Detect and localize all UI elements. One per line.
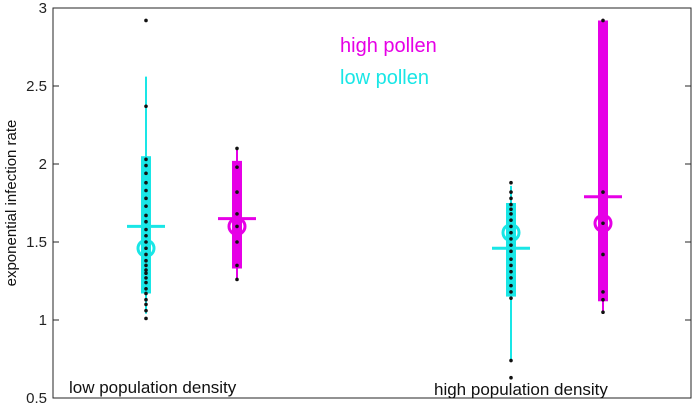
data-point — [509, 243, 513, 247]
data-point — [235, 224, 239, 229]
y-tick-label: 2.5 — [26, 78, 47, 95]
data-point — [235, 165, 239, 169]
y-axis-label: exponential infection rate — [3, 120, 20, 287]
data-point — [509, 190, 513, 194]
data-point — [144, 233, 148, 238]
data-point — [601, 18, 605, 23]
data-point — [509, 358, 513, 363]
data-point — [144, 104, 148, 109]
group-label-low-density: low population density — [69, 378, 237, 397]
data-point — [509, 207, 513, 212]
data-point — [601, 221, 605, 226]
data-point — [144, 196, 148, 201]
y-axis: 0.5 1 1.5 2 2.5 3 — [26, 0, 691, 407]
data-point — [509, 296, 513, 300]
data-point — [509, 237, 513, 241]
data-point — [509, 202, 513, 207]
series-4 — [584, 18, 622, 315]
data-point — [144, 308, 148, 313]
data-point — [144, 258, 148, 263]
data-point — [144, 287, 148, 291]
data-point — [144, 213, 148, 218]
data-point — [509, 196, 513, 201]
data-point — [235, 277, 239, 282]
group-label-high-density: high population density — [434, 380, 608, 399]
data-point — [509, 269, 513, 274]
series-3 — [492, 180, 530, 380]
data-point — [509, 276, 513, 280]
data-point — [144, 271, 148, 276]
data-point — [144, 316, 148, 321]
data-point — [509, 263, 513, 268]
data-point — [144, 268, 148, 272]
data-point — [144, 276, 148, 280]
chart-marks — [127, 18, 622, 380]
data-point — [509, 218, 513, 222]
legend-high-pollen: high pollen — [340, 35, 437, 57]
data-point — [509, 212, 513, 216]
data-point — [144, 18, 148, 23]
data-point — [144, 280, 148, 285]
data-point — [144, 263, 148, 268]
data-point — [509, 224, 513, 229]
data-point — [601, 190, 605, 194]
data-point — [144, 157, 148, 162]
data-point — [235, 190, 239, 194]
data-point — [601, 310, 605, 315]
data-point — [509, 230, 513, 235]
median-marker — [593, 213, 613, 233]
data-point — [509, 257, 513, 261]
data-point — [144, 219, 148, 224]
data-point — [235, 212, 239, 216]
box — [598, 20, 608, 302]
median-marker — [227, 216, 247, 236]
data-point — [144, 246, 148, 251]
data-point — [144, 163, 148, 168]
data-point — [509, 375, 513, 380]
y-tick-label: 3 — [39, 0, 47, 17]
data-point — [144, 227, 148, 232]
data-point — [235, 240, 239, 244]
series-1 — [127, 18, 165, 321]
box — [141, 156, 151, 294]
data-point — [601, 290, 605, 294]
plot-area — [52, 7, 692, 399]
series-2 — [218, 146, 256, 282]
data-point — [601, 252, 605, 257]
y-tick-label: 1.5 — [26, 234, 47, 251]
data-point — [144, 240, 148, 244]
data-point — [509, 180, 513, 185]
data-point — [144, 171, 148, 176]
data-point — [509, 283, 513, 288]
data-point — [144, 180, 148, 185]
data-point — [509, 290, 513, 294]
data-point — [144, 252, 148, 257]
data-point — [235, 146, 239, 151]
data-point — [144, 297, 148, 302]
y-tick-label: 1 — [39, 312, 47, 329]
data-point — [144, 188, 148, 193]
y-tick-label: 2 — [39, 156, 47, 173]
data-point — [509, 249, 513, 254]
data-point — [235, 263, 239, 268]
y-tick-label: 0.5 — [26, 390, 47, 407]
data-point — [601, 297, 605, 302]
data-point — [144, 302, 148, 307]
data-point — [144, 204, 148, 208]
legend-low-pollen: low pollen — [340, 67, 429, 89]
data-point — [144, 291, 148, 296]
